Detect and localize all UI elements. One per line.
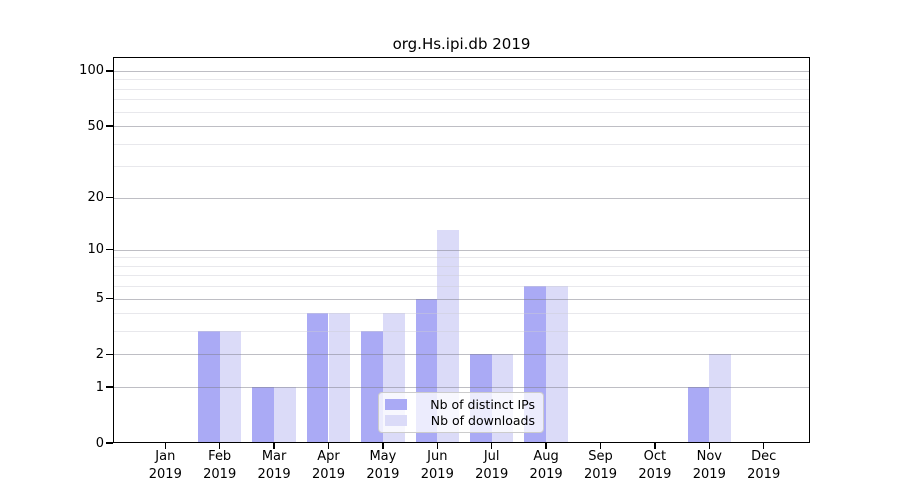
y-tick-mark-2 [106, 353, 113, 356]
chart-title: org.Hs.ipi.db 2019 [392, 35, 531, 53]
x-tick-label-dec: Dec 2019 [747, 449, 781, 482]
x-tick-mark-dec [762, 443, 765, 449]
y-tick-mark-0 [106, 442, 113, 444]
bar-downloads-feb [219, 331, 242, 443]
y-tick-label-10: 10 [87, 242, 104, 258]
x-tick-label-oct: Oct 2019 [638, 449, 672, 482]
bar-distinct-ips-nov [687, 387, 710, 443]
y-tick-mark-1 [106, 386, 113, 388]
x-tick-label-jun: Jun 2019 [420, 449, 454, 482]
x-tick-label-jul: Jul 2019 [475, 449, 509, 482]
bar-downloads-jun [437, 230, 459, 443]
y-tick-label-0: 0 [95, 435, 104, 451]
x-tick-mark-feb [218, 443, 221, 449]
legend-item-downloads: Nb of downloads [385, 413, 535, 428]
y-tick-mark-10 [106, 248, 113, 251]
bars-layer [113, 57, 810, 443]
x-tick-label-apr: Apr 2019 [311, 449, 346, 482]
x-tick-label-mar: Mar 2019 [257, 449, 291, 482]
y-tick-label-100: 100 [79, 63, 104, 79]
x-tick-mark-nov [708, 443, 711, 449]
x-tick-label-nov: Nov 2019 [692, 449, 726, 482]
y-tick-label-50: 50 [87, 118, 104, 134]
x-tick-mark-jun [436, 443, 439, 449]
legend-swatch-downloads [385, 415, 407, 427]
x-tick-mark-oct [654, 443, 656, 449]
x-tick-mark-may [382, 443, 384, 449]
legend-label-downloads: Nb of downloads [430, 413, 535, 429]
bar-downloads-mar [274, 387, 296, 443]
y-tick-mark-100 [106, 70, 113, 72]
x-tick-mark-sep [599, 443, 602, 449]
x-tick-label-sep: Sep 2019 [583, 449, 618, 482]
x-tick-label-aug: Aug 2019 [529, 449, 563, 482]
bar-downloads-aug [546, 286, 568, 443]
legend: Nb of distinct IPs Nb of downloads [378, 392, 544, 433]
legend-item-distinct-ips: Nb of distinct IPs [385, 397, 535, 412]
legend-swatch-distinct-ips [385, 398, 407, 410]
bar-downloads-apr [328, 313, 351, 443]
legend-label-distinct-ips: Nb of distinct IPs [430, 396, 535, 412]
x-tick-mark-mar [273, 443, 275, 449]
x-tick-label-may: May 2019 [366, 449, 400, 482]
y-tick-mark-50 [106, 125, 113, 127]
x-tick-label-jan: Jan 2019 [148, 449, 182, 482]
y-tick-label-20: 20 [87, 190, 104, 206]
bar-distinct-ips-feb [198, 331, 220, 443]
bar-distinct-ips-apr [306, 313, 329, 443]
x-tick-mark-aug [545, 443, 547, 449]
bar-distinct-ips-mar [252, 387, 275, 443]
y-tick-label-2: 2 [95, 346, 104, 362]
y-tick-mark-20 [106, 196, 113, 199]
x-tick-mark-apr [327, 443, 330, 449]
y-tick-label-5: 5 [95, 291, 104, 307]
y-tick-mark-5 [106, 297, 113, 300]
x-tick-mark-jul [490, 443, 493, 449]
bar-downloads-nov [709, 354, 731, 443]
x-tick-label-feb: Feb 2019 [203, 449, 237, 482]
y-tick-label-1: 1 [95, 379, 104, 395]
x-tick-mark-jan [164, 443, 167, 449]
